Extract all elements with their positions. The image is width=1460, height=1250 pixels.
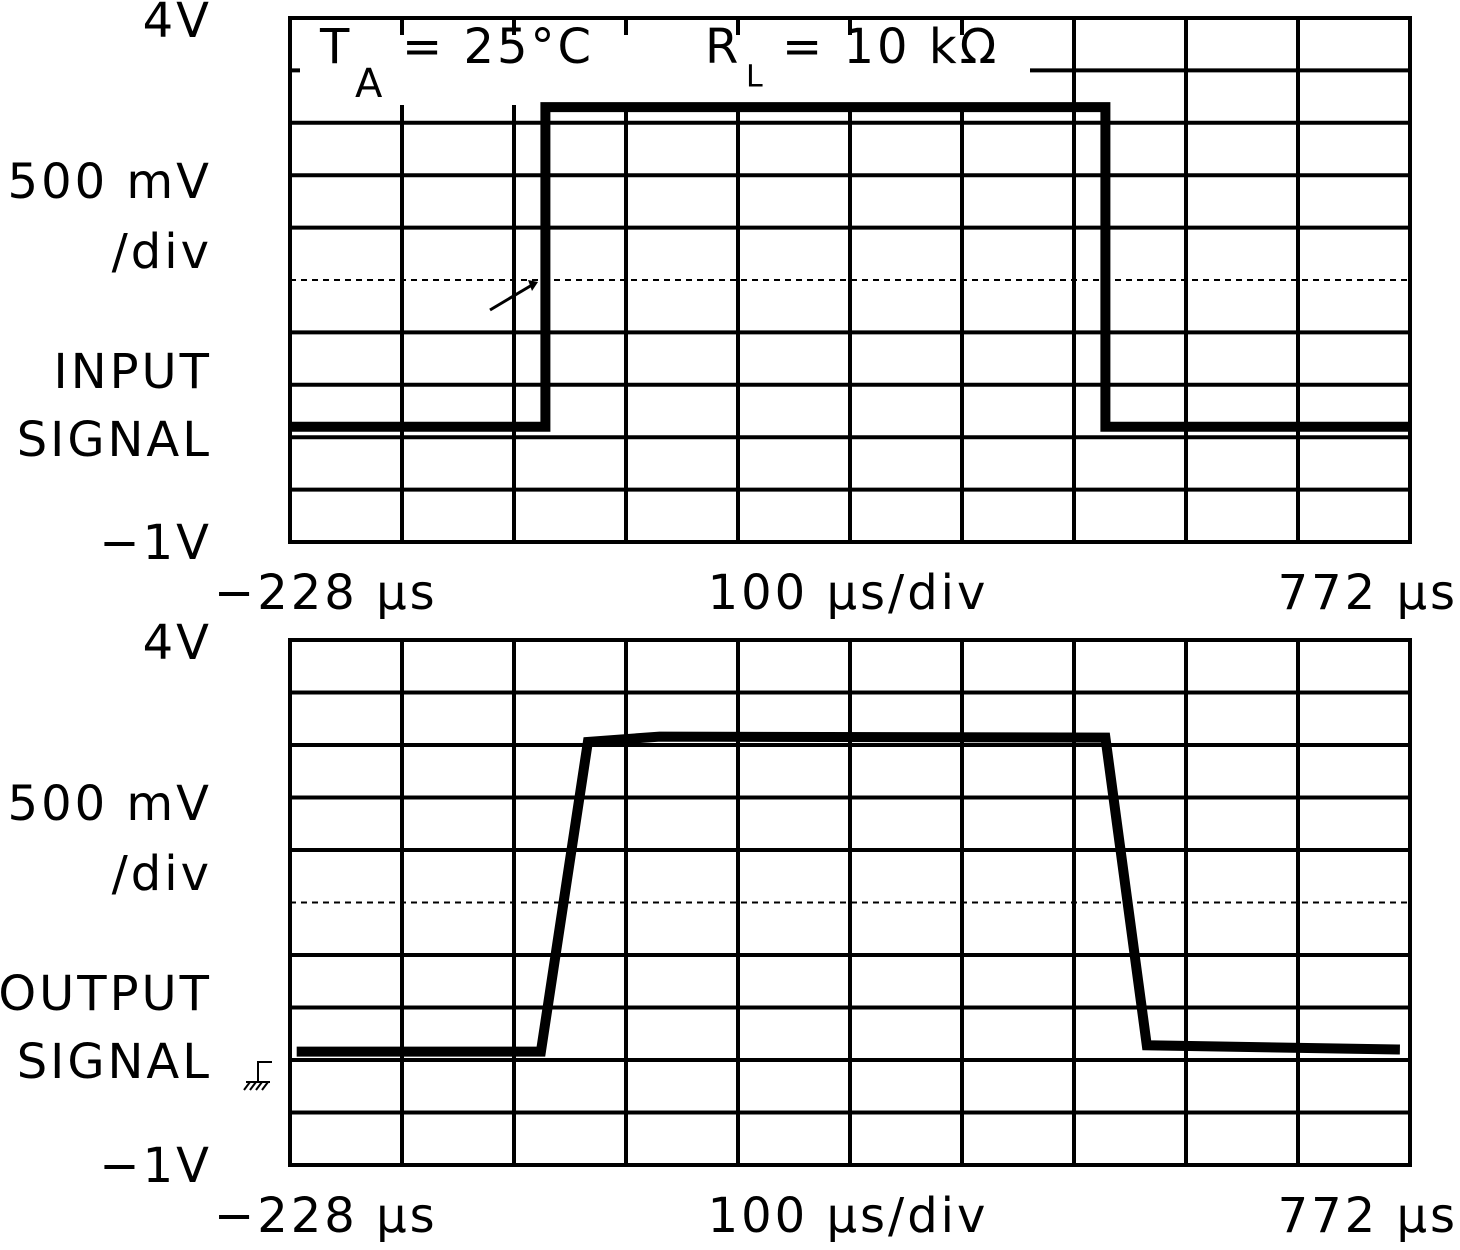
panel: 4V −1V−228 µs 772 µs 100 µs/div 500 mV/div OU… <box>0 615 1458 1244</box>
annotation: = 25°C <box>402 19 594 75</box>
y-tick-label: 4V <box>143 0 212 49</box>
panel: 4V −1V−228 µs 772 µs 100 µs/div 500 mV/div IN… <box>8 0 1458 621</box>
frame <box>288 638 1412 1167</box>
frame <box>288 16 1412 544</box>
signal-label: SIGNAL <box>17 412 212 468</box>
annotation: A <box>355 61 385 107</box>
arrow <box>489 283 533 312</box>
annotation-bg <box>300 35 1030 105</box>
x-tick-label: 772 µs <box>1278 565 1458 621</box>
signal-label: OUTPUT <box>0 966 212 1022</box>
annotation: R <box>705 19 741 75</box>
x-tick-label: −228 µs <box>214 565 438 621</box>
ground-symbol <box>243 1061 272 1091</box>
x-tick-label: 772 µs <box>1278 1188 1458 1244</box>
y-tick-label: −1V <box>99 515 212 571</box>
y-axis-label: 500 mV <box>8 154 212 210</box>
x-axis-label: 100 µs/div <box>708 565 989 621</box>
x-tick-label: −228 µs <box>214 1188 438 1244</box>
y-axis-label: 500 mV <box>8 776 212 832</box>
arrow-head <box>528 280 538 291</box>
y-axis-label: /div <box>112 846 212 902</box>
signal-label: SIGNAL <box>17 1034 212 1090</box>
x-axis-label: 100 µs/div <box>708 1188 989 1244</box>
y-tick-label: −1V <box>99 1138 212 1194</box>
annotation: L <box>746 60 766 95</box>
signal-line <box>290 102 1410 432</box>
annotation: T <box>319 19 352 75</box>
y-tick-label: 4V <box>143 615 212 671</box>
signal-line <box>296 731 1400 1057</box>
y-axis-label: /div <box>112 224 212 280</box>
annotation: = 10 kΩ <box>782 19 999 75</box>
signal-label: INPUT <box>54 344 212 400</box>
